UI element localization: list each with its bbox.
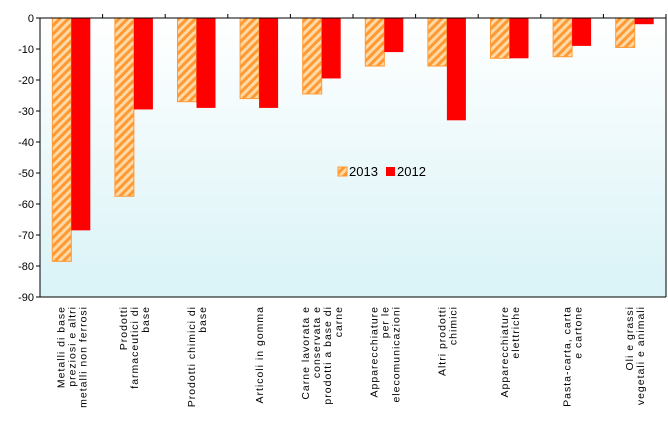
category-label: Articoli in gomma xyxy=(254,306,266,404)
category-label-line: prodotti a base di xyxy=(322,306,334,405)
bar-2012-1 xyxy=(71,18,91,231)
bar-2013-6 xyxy=(364,17,385,67)
y-tick-label: -50 xyxy=(18,168,34,180)
legend-label-2012: 2012 xyxy=(397,164,426,179)
y-tick-label: -40 xyxy=(18,137,34,149)
bar-2013-9 xyxy=(552,17,573,58)
category-label-line: Prodotti chimici di xyxy=(186,306,198,407)
category-label: Oli e grassi vegetali e animali xyxy=(624,306,647,405)
category-label-line: Apparecchiature xyxy=(499,306,511,397)
category-label-line: Carne lavorata e xyxy=(300,306,312,400)
bar-2012-10 xyxy=(634,18,654,25)
category-label-line: Articoli in gomma xyxy=(254,306,266,404)
category-label: Prodotti chimici di base xyxy=(186,306,209,407)
bar-2012-7 xyxy=(446,18,466,121)
y-tick-label: 0 xyxy=(28,13,34,25)
bar-2013-10 xyxy=(615,17,636,48)
y-tick-label: -20 xyxy=(18,75,34,87)
y-tick-label: -30 xyxy=(18,106,34,118)
category-label-line: per le xyxy=(379,306,391,338)
bar-2013-7 xyxy=(427,17,448,67)
category-label: Prodotti farmaceutici di base xyxy=(118,306,152,389)
bar-2012-8 xyxy=(509,18,529,59)
category-label: Pasta-carta, carta e cartone xyxy=(562,306,585,407)
category-label-line: Altri prodotti xyxy=(436,306,448,376)
category-label-line: elettriche xyxy=(510,306,522,359)
category-label-line: conservata e xyxy=(311,306,323,378)
bar-2012-4 xyxy=(259,18,279,108)
y-tick-label: -10 xyxy=(18,44,34,56)
category-label-line: Oli e grassi xyxy=(624,306,636,371)
legend-label-2013: 2013 xyxy=(349,164,378,179)
category-label-line: chimici xyxy=(447,306,459,345)
category-label-line: Apparecchiature xyxy=(368,306,380,397)
category-label-line: metalli non ferrosi xyxy=(77,306,89,408)
category-label-line: base xyxy=(140,306,152,333)
bar-2012-5 xyxy=(321,18,341,79)
y-tick-label: -60 xyxy=(18,199,34,211)
category-label: Apparecchiature elettriche xyxy=(499,306,522,397)
legend: 2013 2012 xyxy=(337,164,426,179)
category-label: Metalli di base preziosi e altri metalli n… xyxy=(55,306,89,408)
y-tick-label: -70 xyxy=(18,230,34,242)
category-label: Altri prodotti chimici xyxy=(436,306,459,376)
bar-2013-4 xyxy=(239,17,260,100)
legend-swatch-2012 xyxy=(386,167,395,176)
legend-swatch-2013 xyxy=(337,166,348,177)
bar-2012-6 xyxy=(384,18,404,53)
bar-2012-3 xyxy=(196,18,216,108)
category-label-line: base xyxy=(197,306,209,333)
category-label-line: Metalli di base xyxy=(55,306,67,388)
category-label-line: elecomunicazioni xyxy=(390,306,402,403)
category-label-line: Prodotti xyxy=(118,306,130,350)
bar-2013-5 xyxy=(302,17,323,95)
category-label: Apparecchiature per le elecomunicazioni xyxy=(368,306,402,403)
bar-2012-9 xyxy=(572,18,592,46)
bar-2013-1 xyxy=(51,17,72,262)
category-label-line: preziosi e altri xyxy=(66,306,78,387)
category-label-line: Pasta-carta, carta xyxy=(562,306,574,407)
category-label: Carne lavorata e conservata e prodotti a b… xyxy=(300,306,345,405)
y-tick-label: -90 xyxy=(18,292,34,304)
category-label-line: e cartone xyxy=(573,306,585,359)
bar-2012-2 xyxy=(133,18,153,110)
y-tick-label: -80 xyxy=(18,261,34,273)
category-label-line: farmaceutici di xyxy=(129,306,141,389)
category-label-line: vegetali e animali xyxy=(635,306,647,405)
bar-2013-8 xyxy=(490,17,510,59)
category-label-line: carne xyxy=(333,306,345,337)
bar-2013-3 xyxy=(177,17,197,103)
bar-2013-2 xyxy=(114,17,135,197)
